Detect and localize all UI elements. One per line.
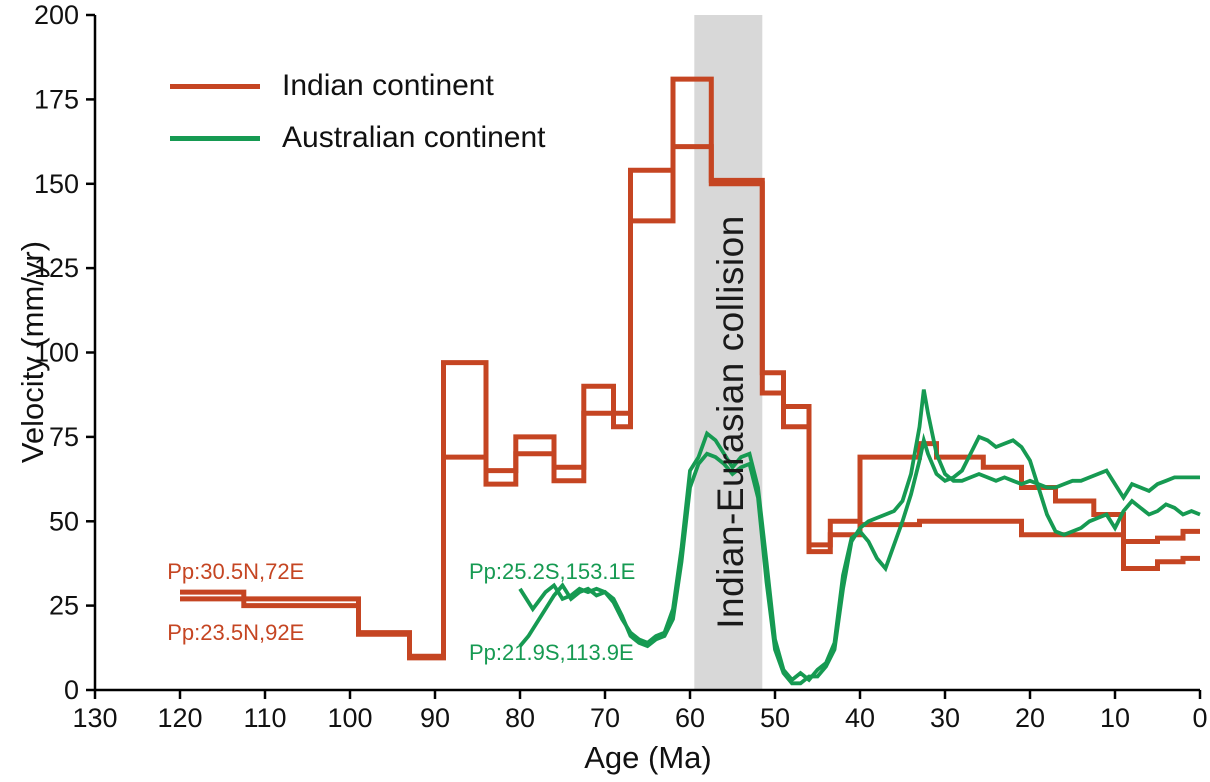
legend-label-indian-continent: Indian continent — [282, 69, 494, 102]
svg-text:30: 30 — [930, 703, 960, 733]
svg-text:120: 120 — [157, 703, 202, 733]
legend-item-australian-continent: Australian continent — [170, 112, 546, 164]
svg-text:40: 40 — [845, 703, 875, 733]
svg-text:75: 75 — [49, 422, 79, 452]
svg-text:200: 200 — [34, 0, 79, 30]
collision-band-label: Indian-Eurasian collision — [710, 215, 751, 629]
legend: Indian continent Australian continent — [170, 60, 546, 164]
x-axis-label: Age (Ma) — [584, 740, 712, 775]
pole-label-australian-21-9S-113-9E: Pp:21.9S,113.9E — [469, 639, 634, 665]
svg-text:90: 90 — [420, 703, 450, 733]
svg-text:20: 20 — [1015, 703, 1045, 733]
svg-text:0: 0 — [1192, 703, 1207, 733]
svg-text:130: 130 — [72, 703, 117, 733]
svg-text:60: 60 — [675, 703, 705, 733]
svg-text:100: 100 — [34, 338, 79, 368]
indian-continent-line-swatch — [170, 83, 260, 89]
svg-text:125: 125 — [34, 253, 79, 283]
svg-text:50: 50 — [49, 506, 79, 536]
australian-continent-line-swatch — [170, 135, 260, 141]
pole-label-indian-30-5N-72E: Pp:30.5N,72E — [167, 558, 305, 584]
pole-label-indian-23-5N-92E: Pp:23.5N,92E — [167, 619, 305, 645]
svg-text:80: 80 — [505, 703, 535, 733]
svg-text:10: 10 — [1100, 703, 1130, 733]
svg-text:70: 70 — [590, 703, 620, 733]
svg-text:175: 175 — [34, 84, 79, 114]
legend-item-indian-continent: Indian continent — [170, 60, 546, 112]
svg-text:110: 110 — [243, 703, 286, 733]
y-axis-label: Velocity (mm/yr) — [15, 240, 50, 464]
svg-text:50: 50 — [760, 703, 790, 733]
svg-text:150: 150 — [34, 169, 79, 199]
svg-text:0: 0 — [64, 675, 79, 705]
svg-text:25: 25 — [49, 591, 79, 621]
svg-text:100: 100 — [327, 703, 372, 733]
pole-label-australian-25-2S-153-1E: Pp:25.2S,153.1E — [469, 558, 636, 584]
legend-label-australian-continent: Australian continent — [282, 121, 546, 154]
